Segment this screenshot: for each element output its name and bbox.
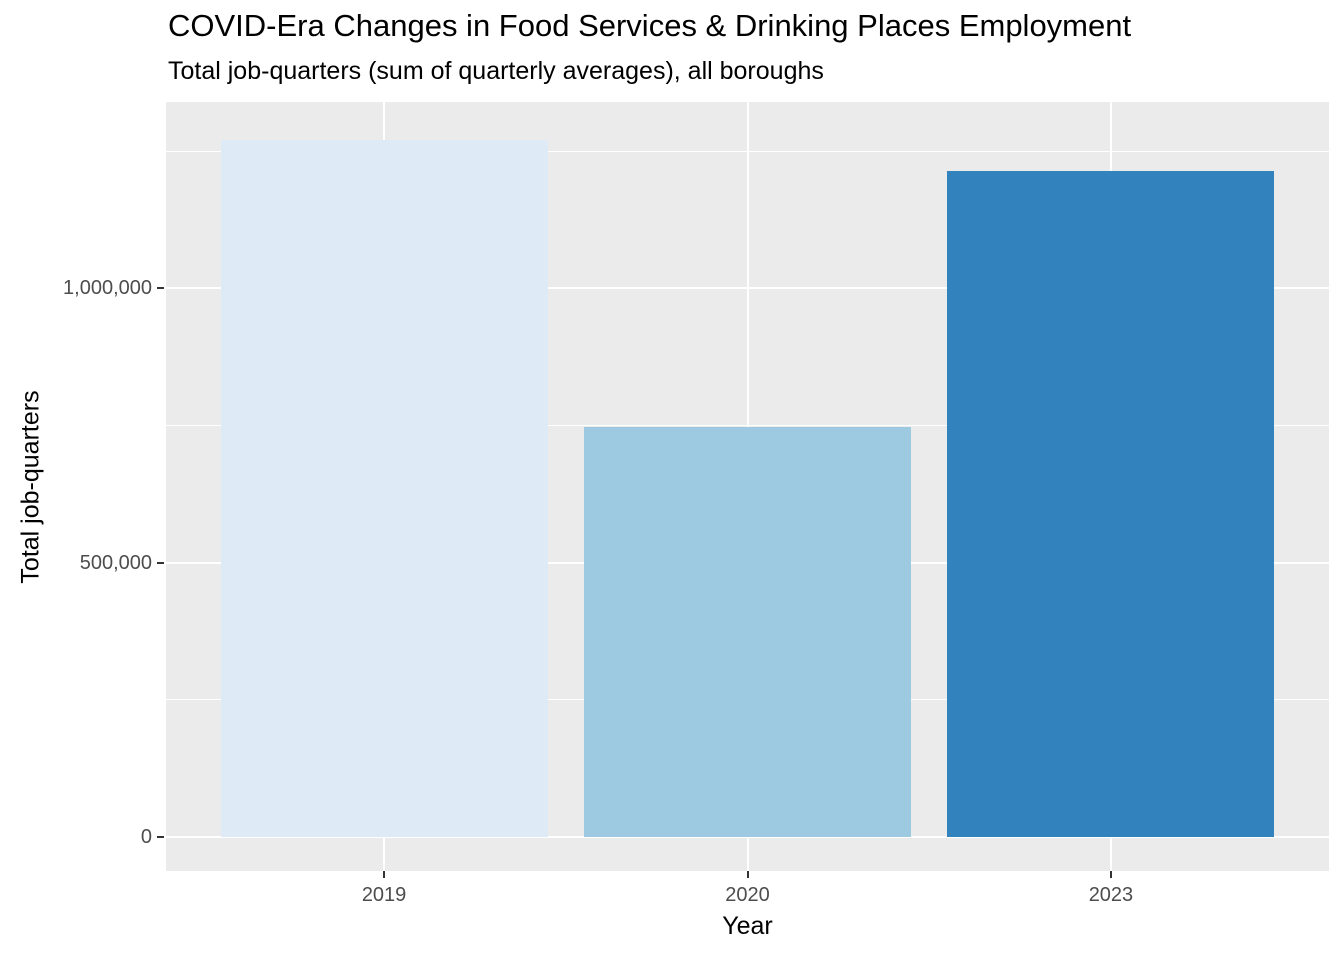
- chart-title: COVID-Era Changes in Food Services & Dri…: [168, 8, 1132, 43]
- y-tick-label: 500,000: [79, 551, 152, 574]
- bar-2020: [583, 427, 912, 837]
- x-tick-mark: [383, 871, 386, 878]
- x-tick-label: 2023: [1088, 884, 1134, 906]
- x-tick-label: 2019: [361, 884, 407, 906]
- chart-subtitle: Total job-quarters (sum of quarterly ave…: [168, 57, 824, 85]
- x-tick-mark: [746, 871, 749, 878]
- y-tick-label: 1,000,000: [63, 277, 152, 300]
- bar-2023: [947, 170, 1275, 837]
- y-tick-mark: [157, 561, 164, 564]
- y-tick-mark: [157, 835, 164, 838]
- plot-panel: [166, 102, 1329, 871]
- bar-2019: [220, 140, 548, 837]
- x-tick-label: 2020: [725, 884, 770, 906]
- x-axis-title: Year: [722, 912, 773, 940]
- y-tick-mark: [157, 287, 164, 290]
- x-tick-mark: [1109, 871, 1112, 878]
- y-axis-title: Total job-quarters: [16, 390, 45, 584]
- y-tick-label: 0: [140, 825, 152, 848]
